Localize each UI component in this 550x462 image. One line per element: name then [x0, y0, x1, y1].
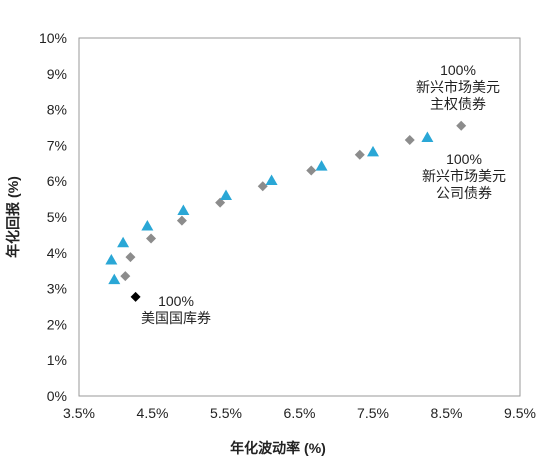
- annotation-treasury-line-1: 100%: [158, 293, 194, 309]
- x-tick-label: 6.5%: [284, 405, 316, 421]
- triangle-point: [117, 236, 130, 248]
- triangle-point: [421, 131, 434, 143]
- plot-frame: [78, 37, 521, 397]
- x-tick-label: 4.5%: [137, 405, 169, 421]
- annotation-sovereign-line-2: 新兴市场美元: [416, 79, 500, 95]
- diamond-point: [130, 291, 141, 302]
- diamond-point: [404, 135, 415, 146]
- y-tick-label: 2%: [47, 316, 67, 332]
- y-axis-label: 年化回报 (%): [5, 176, 21, 258]
- y-tick-label: 7%: [47, 137, 67, 153]
- diamond-point: [125, 252, 136, 263]
- y-tick-label: 3%: [47, 281, 67, 297]
- annotation-corporate-line-1: 100%: [446, 151, 482, 167]
- annotation-sovereign-line-3: 主权债券: [430, 96, 486, 112]
- data-points: [105, 120, 467, 302]
- x-tick-label: 8.5%: [431, 405, 463, 421]
- x-axis-label: 年化波动率 (%): [230, 440, 326, 456]
- diamond-point: [120, 271, 131, 282]
- triangle-point: [105, 253, 118, 265]
- x-tick-label: 3.5%: [63, 405, 95, 421]
- triangle-point: [367, 145, 379, 157]
- x-tick-label: 7.5%: [357, 405, 389, 421]
- y-tick-label: 0%: [47, 388, 67, 404]
- annotation-sovereign-line-1: 100%: [440, 62, 476, 78]
- annotation-corporate-line-3: 公司债券: [436, 185, 492, 201]
- y-tick-label: 4%: [47, 245, 67, 261]
- diamond-point: [257, 181, 268, 192]
- x-tick-label: 5.5%: [210, 405, 242, 421]
- diamond-point: [176, 215, 187, 226]
- y-tick-label: 8%: [47, 102, 67, 118]
- triangle-point: [108, 273, 121, 285]
- triangle-point: [315, 160, 328, 171]
- triangle-point: [265, 174, 278, 185]
- triangle-point: [177, 204, 190, 216]
- diamond-point: [146, 233, 157, 244]
- diamond-point: [354, 149, 365, 160]
- y-tick-label: 10%: [39, 30, 67, 46]
- annotation-corporate-line-2: 新兴市场美元: [422, 168, 506, 184]
- diamond-point: [215, 197, 226, 208]
- y-tick-label: 5%: [47, 209, 67, 225]
- triangle-point: [141, 219, 154, 231]
- triangle-point: [220, 189, 232, 201]
- y-tick-label: 9%: [47, 66, 67, 82]
- tick-labels: 0% 1% 2% 3% 4% 5% 6% 7% 8% 9% 10% 3.5% 4.5% 5.5% 6.5% 7…: [39, 30, 536, 421]
- y-tick-label: 6%: [47, 173, 67, 189]
- y-tick-label: 1%: [47, 352, 67, 368]
- diamond-point: [456, 120, 467, 131]
- x-tick-label: 9.5%: [504, 405, 536, 421]
- diamond-point: [306, 165, 317, 176]
- annotation-treasury-line-2: 美国国库券: [141, 310, 211, 326]
